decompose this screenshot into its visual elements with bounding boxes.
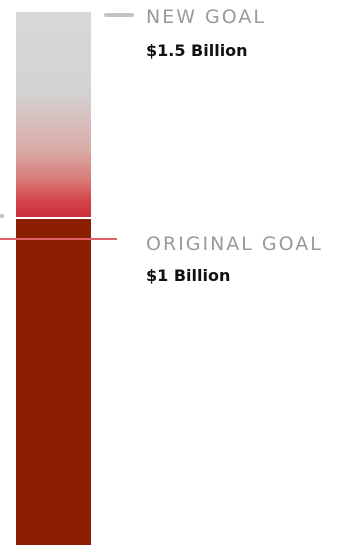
original-goal-line (0, 238, 117, 240)
original-goal-divider (16, 217, 91, 219)
left-marker-dot (0, 214, 4, 218)
progress-fill-lower (16, 219, 91, 545)
progress-fill-upper (16, 12, 91, 217)
new-goal-title: NEW GOAL (146, 6, 266, 28)
new-goal-value: $1.5 Billion (146, 41, 248, 60)
new-goal-marker (104, 13, 134, 17)
original-goal-title: ORIGINAL GOAL (146, 233, 323, 255)
goal-thermometer-bar (16, 12, 91, 545)
original-goal-value: $1 Billion (146, 266, 231, 285)
